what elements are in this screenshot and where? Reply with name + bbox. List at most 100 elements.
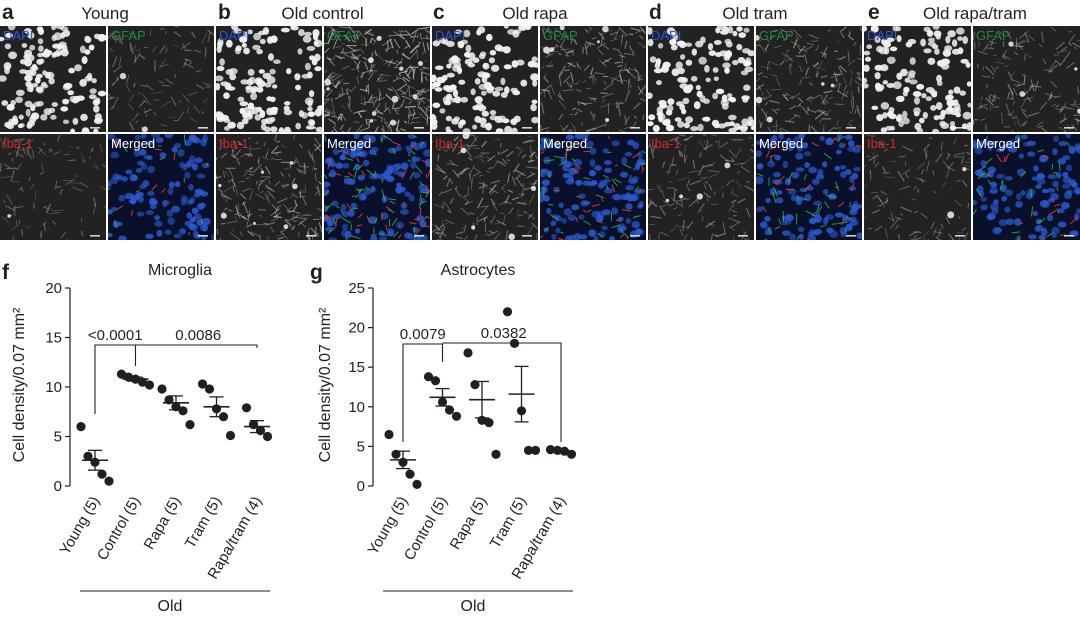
gfap-label: GFAP xyxy=(759,28,794,43)
micrograph-old-control: DAPI GFAP Iba-1 Merged xyxy=(216,26,430,240)
data-point xyxy=(491,449,501,459)
significance-bracket xyxy=(442,342,562,442)
y-tick-label: 5 xyxy=(357,438,365,455)
category-label: Rapa (5) xyxy=(447,493,491,552)
data-point xyxy=(241,403,252,413)
category-label: Rapa (5) xyxy=(141,493,185,552)
dapi-label: DAPI xyxy=(867,28,898,43)
merged-label: Merged xyxy=(543,136,588,151)
dapi-quadrant: DAPI xyxy=(864,26,971,132)
data-point xyxy=(97,469,107,479)
merged-quadrant: Merged xyxy=(108,134,214,240)
gfap-label: GFAP xyxy=(327,28,362,43)
merged-quadrant: Merged xyxy=(973,134,1080,240)
micrograph-old-rapa: DAPI GFAP Iba-1 Merged xyxy=(432,26,646,240)
gfap-quadrant: GFAP xyxy=(108,26,214,132)
iba-quadrant: Iba-1 xyxy=(864,134,971,240)
iba-quadrant: Iba-1 xyxy=(0,134,106,240)
data-point xyxy=(502,307,513,317)
data-point xyxy=(384,429,394,440)
dapi-label: DAPI xyxy=(651,28,682,43)
data-point xyxy=(405,469,415,479)
y-tick-label: 10 xyxy=(348,399,365,416)
data-point xyxy=(144,380,155,390)
merged-label: Merged xyxy=(327,136,372,151)
y-tick-label: 15 xyxy=(348,359,365,376)
dapi-quadrant: DAPI xyxy=(216,26,322,132)
chart-g: g Astrocytes 0 5 10 15 20 25 Cell density/0.07 m… xyxy=(310,261,577,615)
data-point xyxy=(262,431,273,442)
dapi-quadrant: DAPI xyxy=(432,26,538,132)
gfap-quadrant: GFAP xyxy=(540,26,646,132)
micrograph-young: DAPI GFAP Iba-1 Merged xyxy=(0,26,214,240)
chart-f: f Microglia 0 5 10 15 20 Cell density/0.07 mm² <… xyxy=(2,261,273,615)
panel-b-letter: b xyxy=(218,1,231,24)
merged-quadrant: Merged xyxy=(756,134,862,240)
data-point xyxy=(197,379,208,389)
panel-c-letter: c xyxy=(433,1,445,24)
dapi-quadrant: DAPI xyxy=(648,26,754,132)
panel-e-letter: e xyxy=(868,1,880,24)
micrograph-old-tram: DAPI GFAP Iba-1 Merged xyxy=(648,26,862,240)
dapi-quadrant: DAPI xyxy=(0,26,106,132)
dapi-label: DAPI xyxy=(219,28,250,43)
gfap-label: GFAP xyxy=(976,28,1011,43)
panel-b-title: Old control xyxy=(281,4,364,23)
dapi-label: DAPI xyxy=(435,28,466,43)
group-label: Old xyxy=(461,598,486,615)
data-point xyxy=(157,384,167,394)
chart-title: Microglia xyxy=(148,262,212,279)
p-value-label: 0.0079 xyxy=(400,326,446,343)
data-point xyxy=(463,348,473,358)
data-point xyxy=(430,376,441,386)
panel-d-title: Old tram xyxy=(722,4,788,23)
significance-bracket xyxy=(94,344,137,414)
iba-quadrant: Iba-1 xyxy=(216,134,322,240)
panel-a-title: Young xyxy=(81,4,129,23)
data-point xyxy=(484,418,494,428)
data-point xyxy=(523,445,534,455)
data-point xyxy=(530,445,541,455)
panel-f-letter: f xyxy=(2,261,10,284)
data-point xyxy=(83,451,93,461)
data-point xyxy=(76,422,86,432)
data-point xyxy=(116,369,127,379)
merged-label: Merged xyxy=(759,136,804,151)
iba-label: Iba-1 xyxy=(3,136,33,151)
data-point xyxy=(412,479,422,489)
micrograph-old-rapa-tram: DAPI GFAP Iba-1 Merged xyxy=(864,26,1080,240)
iba-label: Iba-1 xyxy=(219,136,249,151)
chart-title: Astrocytes xyxy=(441,262,516,279)
data-point xyxy=(185,420,195,430)
panel-c-title: Old rapa xyxy=(502,4,568,23)
y-tick-label: 0 xyxy=(54,478,62,495)
data-point xyxy=(566,449,577,459)
iba-quadrant: Iba-1 xyxy=(432,134,538,240)
significance-bracket xyxy=(135,344,258,348)
data-point xyxy=(178,406,188,416)
significance-bracket xyxy=(402,343,444,442)
merged-label: Merged xyxy=(976,136,1021,151)
y-tick-label: 15 xyxy=(45,330,62,347)
gfap-label: GFAP xyxy=(111,28,146,43)
iba-label: Iba-1 xyxy=(435,136,465,151)
iba-quadrant: Iba-1 xyxy=(648,134,754,240)
p-value-label: <0.0001 xyxy=(88,327,143,344)
category-label: Young (5) xyxy=(56,493,103,557)
gfap-quadrant: GFAP xyxy=(324,26,430,132)
y-tick-label: 10 xyxy=(45,379,62,396)
y-tick-label: 20 xyxy=(45,280,62,297)
y-axis-label: Cell density/0.07 mm² xyxy=(11,307,28,462)
y-tick-label: 25 xyxy=(348,280,365,297)
iba-label: Iba-1 xyxy=(651,136,681,151)
y-tick-label: 5 xyxy=(54,429,62,446)
gfap-quadrant: GFAP xyxy=(756,26,862,132)
data-point xyxy=(451,411,462,421)
dapi-label: DAPI xyxy=(3,28,34,43)
iba-label: Iba-1 xyxy=(867,136,897,151)
data-point xyxy=(509,338,520,348)
data-point xyxy=(204,384,215,394)
panel-a-letter: a xyxy=(2,1,14,24)
panel-d-letter: d xyxy=(649,1,662,24)
category-label: Tram (5) xyxy=(487,494,530,552)
